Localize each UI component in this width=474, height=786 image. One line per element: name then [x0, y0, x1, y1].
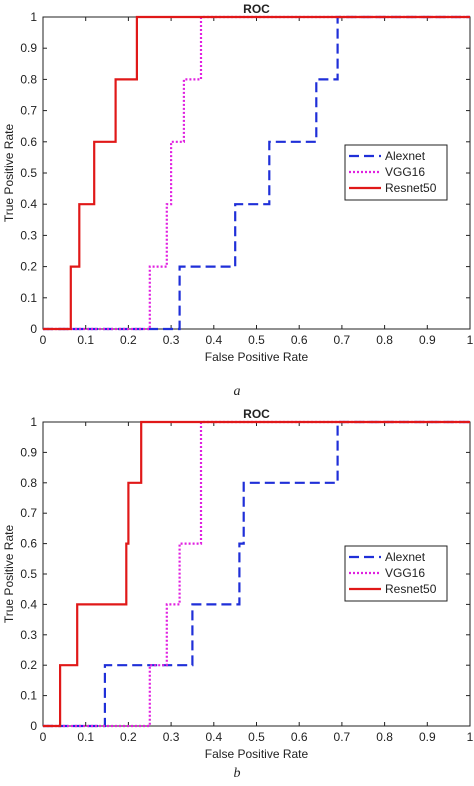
- y-axis-label: True Positive Rate: [2, 124, 16, 223]
- roc-chart-b: ROC 0 0.1 0.2 0.3 0.4 0.5 0.6 0.7 0.8 0.9 1 0 0.1 0.2 0…: [2, 407, 474, 761]
- y-tick-label: 1: [30, 10, 37, 24]
- roc-panel-a: ROC 0 0.1 0.2 0.3 0.4 0.5 0.6 0.7 0.8 0.9 1 0 0.1 0.2 0…: [0, 0, 474, 380]
- y-tick-label: 0: [30, 719, 37, 733]
- y-tick-label: 0.5: [20, 567, 37, 581]
- x-tick-label: 0.7: [334, 730, 351, 744]
- roc-panel-b: ROC 0 0.1 0.2 0.3 0.4 0.5 0.6 0.7 0.8 0.9 1 0 0.1 0.2 0…: [0, 400, 474, 765]
- legend-label-vgg16: VGG16: [385, 165, 425, 179]
- x-tick-label: 0.9: [419, 333, 436, 347]
- x-tick-label: 0.6: [291, 730, 308, 744]
- chart-title: ROC: [243, 2, 270, 16]
- series-line-vgg16: [43, 420, 470, 728]
- legend-label-resnet50: Resnet50: [385, 582, 437, 596]
- y-tick-label: 0.4: [20, 597, 37, 611]
- x-tick-label: 0.4: [205, 730, 222, 744]
- y-tick-label: 0.2: [20, 658, 37, 672]
- x-tick-label: 0.7: [334, 333, 351, 347]
- x-tick-label: 0.3: [163, 333, 180, 347]
- series-line-resnet50: [43, 420, 470, 728]
- x-axis-label: False Positive Rate: [205, 350, 309, 364]
- x-tick-label: 1: [467, 333, 474, 347]
- x-tick-label: 0.1: [77, 730, 94, 744]
- x-tick-label: 0: [40, 333, 47, 347]
- x-tick-label: 0.3: [163, 730, 180, 744]
- x-tick-label: 0.6: [291, 333, 308, 347]
- x-tick-label: 0.2: [120, 333, 137, 347]
- y-tick-label: 0.6: [20, 135, 37, 149]
- x-tick-label: 0.5: [248, 333, 265, 347]
- y-tick-label: 0.1: [20, 689, 37, 703]
- y-tick-label: 0.6: [20, 537, 37, 551]
- y-tick-label: 0.9: [20, 41, 37, 55]
- y-tick-label: 0.7: [20, 104, 37, 118]
- legend-label-resnet50: Resnet50: [385, 181, 437, 195]
- legend-label-vgg16: VGG16: [385, 566, 425, 580]
- series-line-alexnet: [43, 420, 470, 728]
- x-tick-label: 0.9: [419, 730, 436, 744]
- series-line-resnet50: [43, 15, 470, 331]
- y-tick-label: 0.2: [20, 260, 37, 274]
- y-tick-label: 1: [30, 415, 37, 429]
- series-line-alexnet: [43, 15, 470, 331]
- x-tick-label: 0.1: [77, 333, 94, 347]
- y-tick-label: 0.5: [20, 166, 37, 180]
- caption-b: b: [233, 766, 241, 781]
- x-tick-label: 0.4: [205, 333, 222, 347]
- y-tick-label: 0.1: [20, 291, 37, 305]
- roc-chart-a: ROC 0 0.1 0.2 0.3 0.4 0.5 0.6 0.7 0.8 0.9 1 0 0.1 0.2 0…: [2, 2, 474, 364]
- y-tick-label: 0.3: [20, 228, 37, 242]
- x-axis-label: False Positive Rate: [205, 747, 309, 761]
- y-tick-label: 0.4: [20, 197, 37, 211]
- x-tick-label: 1: [467, 730, 474, 744]
- y-tick-label: 0.8: [20, 72, 37, 86]
- chart-title: ROC: [243, 407, 270, 421]
- x-tick-label: 0.8: [376, 333, 393, 347]
- x-tick-label: 0.2: [120, 730, 137, 744]
- x-tick-label: 0.8: [376, 730, 393, 744]
- y-tick-label: 0.3: [20, 628, 37, 642]
- y-tick-label: 0.8: [20, 476, 37, 490]
- y-tick-label: 0.7: [20, 506, 37, 520]
- x-tick-label: 0.5: [248, 730, 265, 744]
- x-tick-label: 0: [40, 730, 47, 744]
- y-axis-label: True Positive Rate: [2, 525, 16, 624]
- caption-a: a: [233, 384, 241, 399]
- series-line-vgg16: [43, 15, 470, 331]
- legend-label-alexnet: Alexnet: [385, 149, 426, 163]
- legend-label-alexnet: Alexnet: [385, 550, 426, 564]
- y-tick-label: 0: [30, 322, 37, 336]
- y-tick-label: 0.9: [20, 445, 37, 459]
